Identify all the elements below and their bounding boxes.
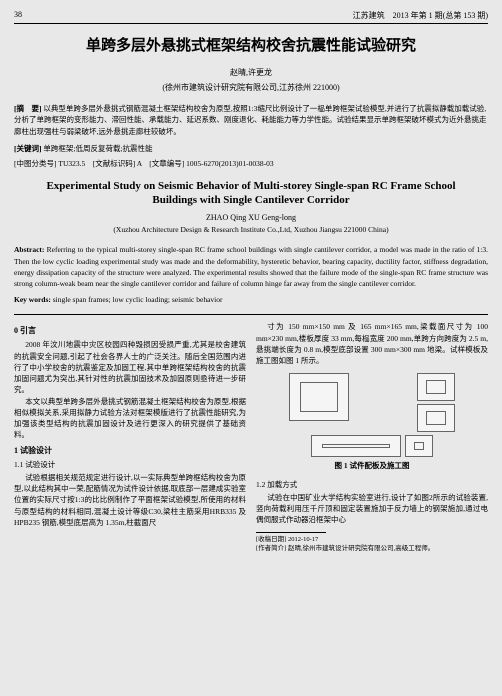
affiliation-english: (Xuzhou Architecture Design & Research I… xyxy=(14,225,488,234)
section-0-para-1: 2008 年汶川地震中灾区校园四种毁损因受损严重,尤其是校舍建筑的抗震安全问题,… xyxy=(14,339,246,395)
figure-1-panel-plan xyxy=(311,435,401,457)
article-id-value: 1005-6270(2013)01-0038-03 xyxy=(186,159,274,168)
title-english: Experimental Study on Seismic Behavior o… xyxy=(14,179,488,208)
keywords-cn-text: 单跨框架;低周反复荷载;抗震性能 xyxy=(43,144,152,153)
footnote-divider xyxy=(256,532,326,533)
abstract-en-label: Abstract: xyxy=(14,245,44,254)
figure-1: 图 1 试件配板及施工图 xyxy=(256,372,488,472)
keywords-chinese: [关键词] 单跨框架;低周反复荷载;抗震性能 xyxy=(14,143,488,154)
body-columns: 0 引言 2008 年汶川地震中灾区校园四种毁损因受损严重,尤其是校舍建筑的抗震… xyxy=(14,321,488,552)
figure-1-panel-section-a xyxy=(417,373,455,401)
title-en-line2: Buildings with Single Cantilever Corrido… xyxy=(152,194,349,206)
abstract-cn-text: 以典型单跨多层外悬挑式钢筋混凝土框架结构校舍为原型,按照1:3缩尺比例设计了一榀… xyxy=(14,104,487,136)
clc-value: TU323.5 xyxy=(58,159,85,168)
right-column: 寸为 150 mm×150 mm 及 165 mm×165 mm,梁载面尺寸为 … xyxy=(256,321,488,552)
keywords-en-text: single span frames; low cyclic loading; … xyxy=(53,295,223,304)
authors-chinese: 赵晴,许更龙 xyxy=(14,67,488,78)
keywords-en-label: Key words: xyxy=(14,295,51,304)
title-chinese: 单跨多层外悬挑式框架结构校舍抗震性能试验研究 xyxy=(14,34,488,55)
affiliation-chinese: (徐州市建筑设计研究院有限公司,江苏徐州 221000) xyxy=(14,82,488,93)
section-1-1-para: 试验根据相关规范规定进行设计,以一实际典型单跨框结构校舍为原型,以此结构其中一荣… xyxy=(14,472,246,528)
issue-info: 2013 年第 1 期(总第 153 期) xyxy=(393,11,488,20)
page-number: 38 xyxy=(14,10,22,21)
section-divider xyxy=(14,314,488,315)
figure-1-panel-detail xyxy=(405,435,433,457)
abstract-english: Abstract: Referring to the typical multi… xyxy=(14,244,488,289)
journal-name: 江苏建筑 xyxy=(353,11,385,20)
page-header: 38 江苏建筑 2013 年第 1 期(总第 153 期) xyxy=(14,10,488,24)
section-0-heading: 0 引言 xyxy=(14,325,246,337)
title-en-line1: Experimental Study on Seismic Behavior o… xyxy=(46,180,455,192)
col2-continuation: 寸为 150 mm×150 mm 及 165 mm×165 mm,梁载面尺寸为 … xyxy=(256,321,488,366)
footnote-date-value: 2012-10-17 xyxy=(288,536,318,543)
figure-1-panel-section-b xyxy=(417,404,455,432)
figure-1-dimensions xyxy=(257,435,487,457)
article-id-label: [文章编号] xyxy=(149,159,184,168)
clc-label: [中图分类号] xyxy=(14,159,57,168)
doc-code-value: A xyxy=(137,159,142,168)
footnote-date-label: [收稿日期] xyxy=(256,536,286,543)
section-1-heading: 1 试验设计 xyxy=(14,445,246,457)
abstract-en-text: Referring to the typical multi-storey si… xyxy=(14,245,488,288)
abstract-chinese: [摘 要] 以典型单跨多层外悬挑式钢筋混凝土框架结构校舍为原型,按照1:3缩尺比… xyxy=(14,103,488,137)
figure-1-caption: 图 1 试件配板及施工图 xyxy=(257,460,487,471)
classification-row: [中图分类号] TU323.5 [文献标识码] A [文章编号] 1005-62… xyxy=(14,158,488,169)
footnote-date: [收稿日期] 2012-10-17 xyxy=(256,535,488,544)
section-1-1-heading: 1.1 试验设计 xyxy=(14,459,246,470)
section-1-2-heading: 1.2 加载方式 xyxy=(256,479,488,490)
keywords-english: Key words: single span frames; low cycli… xyxy=(14,295,488,304)
footnote-author-value: 赵晴,徐州市建筑设计研究院有限公司,高级工程师。 xyxy=(288,545,434,552)
section-0-para-2: 本文以典型单跨多层外悬挑式钢筋混凝土框架结构校舍为原型,根据相似模拟关系,采用拟… xyxy=(14,396,246,441)
keywords-cn-label: [关键词] xyxy=(14,144,42,153)
left-column: 0 引言 2008 年汶川地震中灾区校园四种毁损因受损严重,尤其是校舍建筑的抗震… xyxy=(14,321,246,552)
doc-code-label: [文献标识码] xyxy=(93,159,136,168)
authors-english: ZHAO Qing XU Geng-long xyxy=(14,213,488,222)
abstract-cn-label: [摘 要] xyxy=(14,104,42,113)
footnote-author-label: [作者简介] xyxy=(256,545,286,552)
figure-1-row-1 xyxy=(257,373,487,432)
figure-1-panel-elevation xyxy=(289,373,349,421)
section-1-2-para: 试验在中国矿业大学结构实验室进行,设计了如图2所示的试验装置,竖向荷载利用压千斤… xyxy=(256,492,488,526)
footnote-author: [作者简介] 赵晴,徐州市建筑设计研究院有限公司,高级工程师。 xyxy=(256,544,488,553)
